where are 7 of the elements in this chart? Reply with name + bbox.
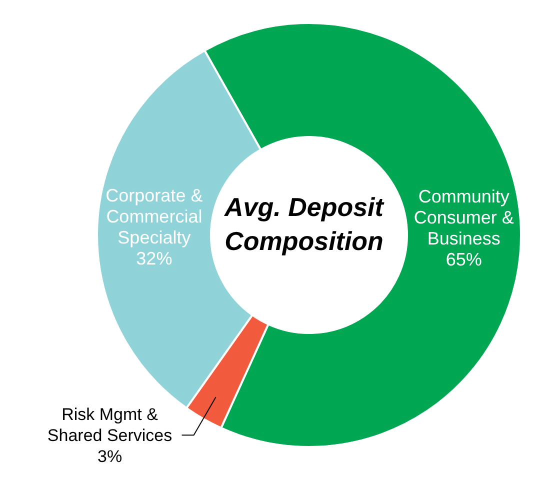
data-label: 32% xyxy=(136,248,172,269)
slice-label: Risk Mgmt & Shared Services xyxy=(47,405,172,446)
data-label: 3% xyxy=(97,447,122,466)
data-label: 65% xyxy=(446,250,482,270)
text: Avg. Deposit Composition xyxy=(223,191,386,258)
slice-label: Corporate & Commercial Specialty xyxy=(106,186,203,248)
slice-label: Community Consumer & Business xyxy=(414,186,514,249)
